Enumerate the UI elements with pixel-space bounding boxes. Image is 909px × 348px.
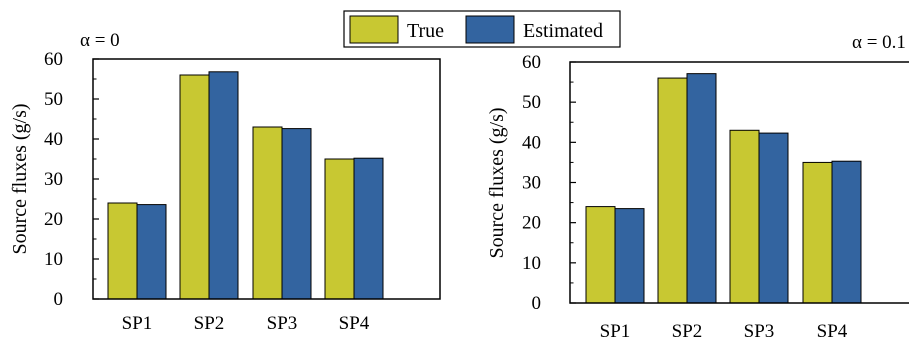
bar-estimated-sp2 xyxy=(686,73,717,304)
y-tick-label: 0 xyxy=(54,289,64,310)
y-tick-label: 40 xyxy=(44,129,63,150)
bars xyxy=(585,73,862,304)
y-tick-label: 40 xyxy=(522,132,541,153)
legend-swatch-true xyxy=(349,15,399,44)
bar-true-sp4 xyxy=(802,161,833,304)
bar-estimated-sp4 xyxy=(831,160,862,304)
y-tick-labels: 0 10 20 30 40 50 60 xyxy=(522,52,541,314)
bar-estimated-sp2 xyxy=(208,71,239,300)
y-tick-label: 60 xyxy=(44,49,63,70)
bar-estimated-sp1 xyxy=(136,204,167,300)
panel-label-alpha-0-1: α = 0.1 xyxy=(852,32,906,53)
y-tick-label: 10 xyxy=(44,249,63,270)
x-category-label: SP4 xyxy=(339,313,370,334)
bar-estimated-sp3 xyxy=(758,132,789,304)
bar-estimated-sp3 xyxy=(281,128,312,300)
y-tick-label: 30 xyxy=(522,173,541,194)
x-category-label: SP2 xyxy=(194,313,225,334)
bar-true-sp3 xyxy=(729,129,760,304)
y-tick-label: 50 xyxy=(522,92,541,113)
y-tick-marks xyxy=(93,58,99,300)
y-tick-label: 30 xyxy=(44,169,63,190)
y-tick-label: 20 xyxy=(522,213,541,234)
x-category-label: SP4 xyxy=(817,321,848,342)
category-labels: SP1 SP2 SP3 SP4 xyxy=(122,313,370,334)
y-tick-label: 20 xyxy=(44,209,63,230)
bar-true-sp4 xyxy=(324,158,355,300)
bars xyxy=(107,71,384,300)
bar-true-sp3 xyxy=(252,126,283,300)
bar-true-sp2 xyxy=(179,74,210,300)
bar-true-sp1 xyxy=(107,202,138,300)
y-tick-label: 10 xyxy=(522,253,541,274)
y-tick-marks xyxy=(570,61,576,304)
legend: True Estimated xyxy=(343,10,621,48)
bar-estimated-sp1 xyxy=(614,208,645,304)
x-category-label: SP2 xyxy=(672,321,703,342)
x-category-label: SP1 xyxy=(122,313,153,334)
x-category-label: SP1 xyxy=(600,321,631,342)
y-tick-label: 0 xyxy=(532,293,542,314)
x-category-label: SP3 xyxy=(744,321,775,342)
panel-alpha-0-1: α = 0.1 Source fluxes (g/s) 0 10 20 30 40 50 6… xyxy=(486,32,909,342)
x-category-label: SP3 xyxy=(267,313,298,334)
panel-label-alpha-0: α = 0 xyxy=(80,30,120,51)
y-tick-labels: 0 10 20 30 40 50 60 xyxy=(44,49,63,310)
y-tick-label: 50 xyxy=(44,89,63,110)
bar-estimated-sp4 xyxy=(353,157,384,300)
bar-true-sp1 xyxy=(585,206,616,304)
legend-label-estimated: Estimated xyxy=(523,20,603,42)
y-tick-label: 60 xyxy=(522,52,541,73)
bar-true-sp2 xyxy=(657,77,688,304)
legend-label-true: True xyxy=(407,20,444,42)
legend-swatch-estimated xyxy=(465,15,515,44)
panel-alpha-0: α = 0 Source fluxes (g/s) 0102030405060 … xyxy=(9,30,441,334)
y-axis-title: Source fluxes (g/s) xyxy=(486,107,508,258)
y-axis-title: Source fluxes (g/s) xyxy=(9,103,31,254)
category-labels: SP1 SP2 SP3 SP4 xyxy=(600,321,848,342)
